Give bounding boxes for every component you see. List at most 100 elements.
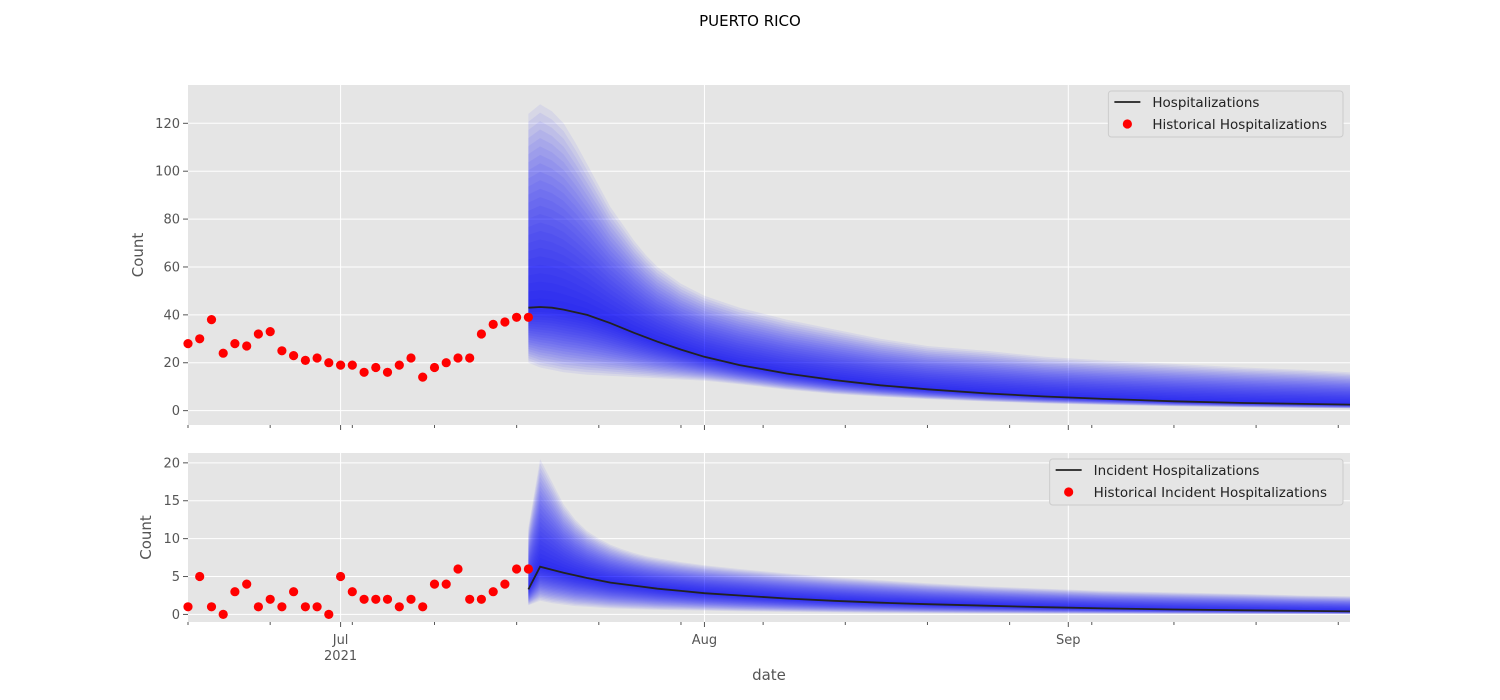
observed-point xyxy=(277,602,287,612)
observed-point xyxy=(336,360,346,370)
median-line xyxy=(527,565,1351,613)
observed-point xyxy=(265,327,275,337)
legend-label-line: Hospitalizations xyxy=(1152,95,1259,111)
observed-point xyxy=(500,317,510,327)
observed-point xyxy=(406,594,416,604)
median-line xyxy=(528,306,1351,406)
x-tick-label: Aug xyxy=(692,633,717,648)
observed-point xyxy=(206,315,217,325)
observed-point xyxy=(195,571,205,582)
fan-band xyxy=(528,499,1350,614)
observed-point xyxy=(394,360,404,370)
observed-point xyxy=(418,602,428,612)
fan-band xyxy=(528,463,1350,615)
fan-band xyxy=(528,146,1350,408)
observed-point xyxy=(253,602,263,612)
y-tick-label: 10 xyxy=(163,532,180,547)
observed-point xyxy=(371,362,381,373)
y-axis-label-incident: Count xyxy=(137,515,155,560)
observed-point xyxy=(230,339,240,349)
observed-point xyxy=(418,372,428,382)
fan-band xyxy=(528,508,1350,613)
observed-point xyxy=(300,602,310,612)
observed-point xyxy=(500,579,510,589)
x-ticks-incident xyxy=(187,622,1339,627)
fan-band xyxy=(528,553,1350,612)
observed-point xyxy=(242,579,252,589)
observed-point xyxy=(359,594,369,604)
y-tick-label: 120 xyxy=(155,117,180,132)
observed-point xyxy=(453,564,463,574)
observed-point xyxy=(511,564,522,574)
observed-point xyxy=(441,579,451,589)
legend-label-points: Historical Hospitalizations xyxy=(1152,117,1327,133)
y-tick-label: 80 xyxy=(163,213,180,228)
fan-band xyxy=(528,477,1350,614)
observed-point xyxy=(277,346,287,356)
fan-band xyxy=(528,490,1350,614)
observed-point xyxy=(253,329,263,339)
fan-band xyxy=(528,197,1350,407)
observed-point xyxy=(324,609,334,620)
forecast-fan-hospitalizations xyxy=(528,104,1350,409)
observed-point xyxy=(359,367,369,377)
fan-band xyxy=(528,521,1350,613)
fan-band xyxy=(528,298,1350,405)
fan-band xyxy=(528,472,1350,614)
observed-point xyxy=(441,358,451,368)
observed-point xyxy=(382,367,393,377)
legend-box xyxy=(1049,458,1344,506)
observed-point xyxy=(265,594,275,604)
observed-point xyxy=(289,351,299,361)
fan-band xyxy=(528,222,1350,407)
panel-incident-hospitalizations: 0 5 10 15 20 Count Incident Hospitalizations… xyxy=(137,453,1351,627)
panel-hospitalizations: 0 20 40 60 80 100 120 Count Hospitalizations H… xyxy=(129,85,1351,430)
series-points-hospitalizations xyxy=(183,312,534,382)
y-tick-label: 20 xyxy=(163,356,180,371)
observed-point xyxy=(312,602,322,612)
fan-band xyxy=(528,180,1350,407)
y-tick-label: 20 xyxy=(163,456,180,471)
observed-point xyxy=(476,594,486,604)
legend-label-line: Incident Hospitalizations xyxy=(1094,463,1260,479)
observed-point xyxy=(289,587,299,597)
observed-point xyxy=(511,312,522,322)
y-tick-label: 5 xyxy=(172,570,180,585)
fan-band xyxy=(528,486,1350,614)
fan-band xyxy=(528,539,1350,613)
legend-label-points: Historical Incident Hospitalizations xyxy=(1094,485,1327,501)
observed-point xyxy=(453,353,463,363)
fan-band xyxy=(528,481,1350,614)
fan-band xyxy=(528,230,1350,407)
x-axis-label: date xyxy=(752,666,786,684)
observed-point xyxy=(347,587,357,597)
observed-point xyxy=(312,353,322,363)
fan-band xyxy=(528,121,1350,409)
fan-band xyxy=(528,526,1350,613)
observed-point xyxy=(324,358,334,368)
observed-point xyxy=(488,319,498,329)
observed-point xyxy=(465,353,475,363)
plot-area-hospitalizations xyxy=(188,85,1350,425)
fan-band xyxy=(528,188,1350,407)
y-tick-label: 100 xyxy=(155,165,180,180)
observed-point xyxy=(347,360,357,370)
legend-dot-swatch xyxy=(1122,119,1132,129)
fan-band xyxy=(528,205,1350,407)
y-tick-label: 15 xyxy=(163,494,180,509)
fan-band xyxy=(528,214,1350,407)
fan-band xyxy=(528,494,1350,614)
observed-point xyxy=(242,341,252,351)
fan-band xyxy=(528,548,1350,612)
observed-point xyxy=(183,339,193,349)
fan-band xyxy=(528,112,1350,409)
legend-incident: Incident Hospitalizations Historical Inc… xyxy=(1049,458,1344,506)
observed-point xyxy=(300,355,310,365)
fan-band xyxy=(528,459,1350,615)
fan-band xyxy=(528,247,1350,406)
legend-hospitalizations: Hospitalizations Historical Hospitalizat… xyxy=(1107,90,1344,138)
y-tick-label: 0 xyxy=(172,608,180,623)
x-tick-label: Jul xyxy=(332,633,349,648)
